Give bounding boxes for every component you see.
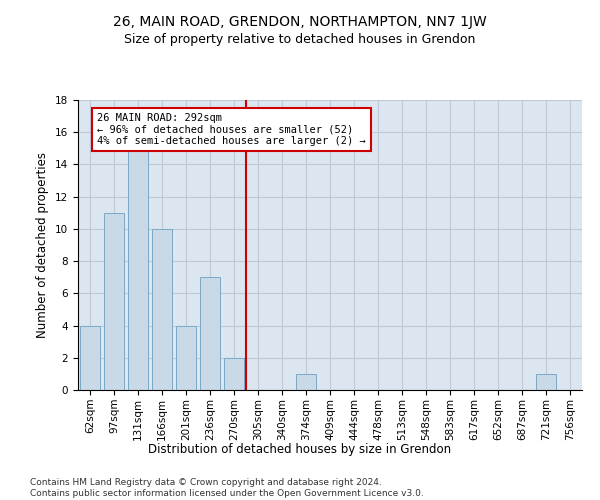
Text: 26, MAIN ROAD, GRENDON, NORTHAMPTON, NN7 1JW: 26, MAIN ROAD, GRENDON, NORTHAMPTON, NN7… bbox=[113, 15, 487, 29]
Bar bbox=[224, 358, 244, 390]
Bar bbox=[152, 229, 172, 390]
Text: Distribution of detached houses by size in Grendon: Distribution of detached houses by size … bbox=[148, 442, 452, 456]
Text: Size of property relative to detached houses in Grendon: Size of property relative to detached ho… bbox=[124, 32, 476, 46]
Bar bbox=[296, 374, 316, 390]
Bar bbox=[200, 277, 220, 390]
Bar bbox=[536, 374, 556, 390]
Text: Contains HM Land Registry data © Crown copyright and database right 2024.
Contai: Contains HM Land Registry data © Crown c… bbox=[30, 478, 424, 498]
Y-axis label: Number of detached properties: Number of detached properties bbox=[37, 152, 49, 338]
Bar bbox=[80, 326, 100, 390]
Bar bbox=[104, 213, 124, 390]
Text: 26 MAIN ROAD: 292sqm
← 96% of detached houses are smaller (52)
4% of semi-detach: 26 MAIN ROAD: 292sqm ← 96% of detached h… bbox=[97, 113, 366, 146]
Bar bbox=[176, 326, 196, 390]
Bar bbox=[128, 148, 148, 390]
